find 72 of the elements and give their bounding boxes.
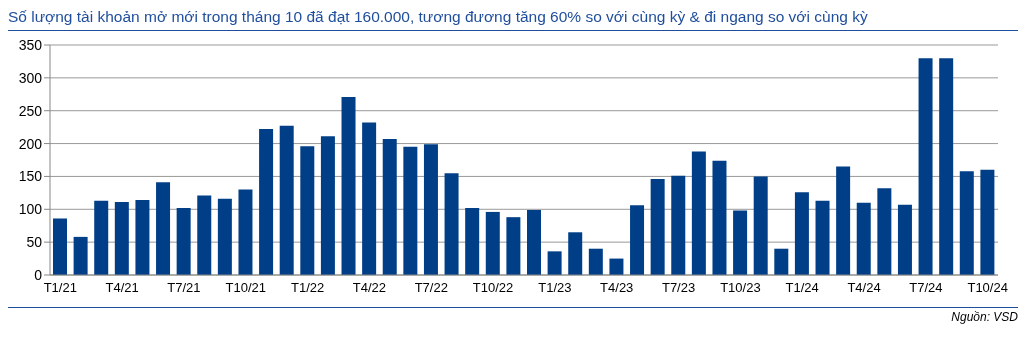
bar bbox=[300, 146, 315, 275]
bar bbox=[918, 58, 933, 275]
bar bbox=[527, 209, 541, 275]
y-tick-label: 300 bbox=[18, 69, 43, 86]
chart-title: Số lượng tài khoản mở mới trong tháng 10 đã đạt 160.000, tương đương tăng 60% so với cùng kỳ & đi ngang so với cùng kỳ bbox=[8, 8, 1018, 31]
x-tick-label: T1/21 bbox=[43, 280, 77, 296]
y-tick-label: 50 bbox=[26, 234, 43, 251]
bar bbox=[650, 179, 665, 275]
y-tick-label: 100 bbox=[18, 201, 43, 218]
bar bbox=[609, 258, 624, 275]
bar bbox=[403, 146, 418, 275]
bar bbox=[197, 195, 212, 275]
bar bbox=[774, 248, 789, 275]
bar bbox=[341, 96, 356, 275]
bar bbox=[815, 200, 830, 275]
bar bbox=[836, 166, 851, 275]
bar bbox=[382, 138, 397, 275]
bar bbox=[897, 204, 912, 275]
bar bbox=[238, 189, 253, 275]
bar bbox=[320, 136, 335, 275]
bar bbox=[259, 129, 274, 275]
x-tick-label: T10/21 bbox=[225, 280, 267, 296]
bar bbox=[176, 207, 191, 275]
bar bbox=[279, 125, 294, 275]
bar bbox=[856, 202, 871, 275]
x-tick-label: T7/22 bbox=[414, 280, 448, 296]
y-tick-label: 0 bbox=[34, 266, 43, 283]
bar bbox=[114, 202, 129, 275]
bar bbox=[423, 144, 438, 275]
bar bbox=[733, 210, 748, 275]
bar bbox=[94, 200, 109, 275]
y-tick-label: 150 bbox=[18, 168, 43, 185]
bar bbox=[465, 207, 480, 275]
x-tick-label: T7/21 bbox=[167, 280, 201, 296]
x-tick-label: T7/24 bbox=[909, 280, 943, 296]
y-tick-label: 200 bbox=[18, 135, 43, 152]
bar bbox=[547, 251, 562, 275]
bar bbox=[794, 192, 809, 275]
bar bbox=[939, 58, 954, 275]
x-tick-label: T10/24 bbox=[967, 280, 1008, 296]
text: Nguồn: VSD bbox=[951, 310, 1018, 324]
y-tick-label: 250 bbox=[18, 102, 43, 119]
x-tick-label: T7/23 bbox=[661, 280, 696, 296]
x-tick-label: T4/24 bbox=[847, 280, 881, 296]
bar bbox=[362, 122, 377, 275]
bar bbox=[156, 182, 171, 275]
bar bbox=[73, 236, 88, 275]
bar bbox=[53, 218, 67, 275]
bar bbox=[568, 232, 583, 275]
y-tick-label: 350 bbox=[18, 36, 43, 53]
bar bbox=[712, 160, 727, 275]
x-tick-label: T1/24 bbox=[785, 280, 819, 296]
bar bbox=[691, 151, 706, 275]
x-tick-label: T4/21 bbox=[105, 280, 139, 296]
bar bbox=[485, 211, 500, 275]
bar bbox=[877, 188, 892, 275]
bar bbox=[630, 205, 645, 275]
x-tick-label: T10/22 bbox=[472, 280, 514, 296]
bar bbox=[135, 200, 150, 275]
bar bbox=[444, 173, 459, 275]
bar bbox=[506, 217, 521, 275]
bar bbox=[588, 248, 603, 275]
x-tick-label: T1/23 bbox=[538, 280, 572, 296]
bar bbox=[980, 169, 995, 275]
bar bbox=[959, 171, 974, 275]
bar bbox=[753, 176, 768, 275]
bar bbox=[217, 198, 232, 275]
bar bbox=[671, 175, 686, 275]
x-tick-label: T1/22 bbox=[290, 280, 325, 296]
x-tick-label: T4/23 bbox=[600, 280, 634, 296]
x-tick-label: T10/23 bbox=[720, 280, 761, 296]
x-tick-label: T4/22 bbox=[352, 280, 387, 296]
